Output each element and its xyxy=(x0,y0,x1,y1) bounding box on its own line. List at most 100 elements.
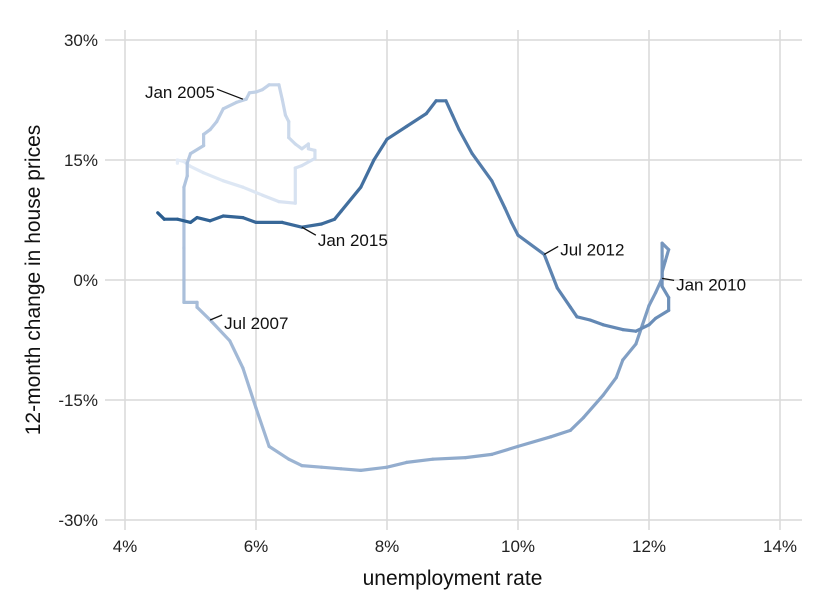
annotation-label: Jan 2005 xyxy=(145,83,215,102)
line-segment xyxy=(516,435,553,448)
line-segment xyxy=(185,152,193,165)
annotations: Jan 2005 Jul 2007 Jan 2010 Jul 2012 Jan 2015 xyxy=(145,83,746,333)
line-segment xyxy=(614,358,625,380)
line-segment xyxy=(195,216,212,223)
line-segment xyxy=(188,164,206,175)
line-segment xyxy=(542,252,559,290)
y-axis-label: 12-month change in house prices xyxy=(22,125,45,436)
annotation-leader-line xyxy=(209,314,223,321)
line-segment xyxy=(385,460,409,469)
line-segment xyxy=(490,179,507,210)
line-segment xyxy=(287,457,304,468)
annotation-leader-line xyxy=(301,226,317,236)
annotation-label: Jan 2010 xyxy=(676,275,746,294)
y-tick-label: -15% xyxy=(58,391,98,410)
line-segment xyxy=(182,174,189,189)
x-tick-label: 4% xyxy=(113,537,138,556)
line-segment xyxy=(234,97,248,105)
annotation-label: Jan 2015 xyxy=(318,231,388,250)
line-segment xyxy=(300,222,324,229)
line-segment xyxy=(621,342,638,362)
line-segment xyxy=(431,456,468,461)
line-segment xyxy=(444,99,455,117)
grid-lines xyxy=(105,30,802,530)
line-segment xyxy=(450,113,461,132)
line-segment xyxy=(221,100,238,111)
line-segment xyxy=(634,323,651,333)
line-segment xyxy=(568,416,586,432)
line-segment xyxy=(339,467,363,472)
x-axis-label: unemployment rate xyxy=(363,567,543,590)
line-segment xyxy=(202,171,225,183)
line-segment xyxy=(457,128,474,156)
line-segment xyxy=(663,248,671,263)
line-segment xyxy=(241,366,258,410)
line-segment xyxy=(516,233,546,256)
annotation-leader-line xyxy=(661,277,675,282)
line-segment xyxy=(221,214,245,220)
line-segment xyxy=(359,465,389,472)
annotation-leader-line xyxy=(216,88,244,100)
line-segment xyxy=(405,457,435,464)
line-segment xyxy=(601,323,625,332)
line-segment xyxy=(588,318,605,327)
line-segment xyxy=(568,305,579,319)
line-segment xyxy=(319,465,343,471)
line-segment xyxy=(339,185,363,213)
line-segment xyxy=(221,179,245,189)
annotation-leader-line xyxy=(543,245,559,255)
line-segment xyxy=(267,444,291,461)
line-segment xyxy=(640,304,651,327)
line-segment xyxy=(359,158,376,189)
line-segment xyxy=(188,144,206,156)
line-segment xyxy=(503,206,514,224)
line-segment xyxy=(319,217,337,226)
line-segment xyxy=(660,259,667,274)
line-segment xyxy=(195,305,212,322)
y-tick-label: 0% xyxy=(73,271,98,290)
x-tick-label: 10% xyxy=(501,537,535,556)
line-segment xyxy=(280,220,304,229)
line-segment xyxy=(208,119,219,132)
x-tick-label: 14% xyxy=(763,537,797,556)
line-segment xyxy=(385,124,409,141)
x-tick-label: 6% xyxy=(244,537,269,556)
line-segment xyxy=(601,376,618,397)
annotation-label: Jul 2012 xyxy=(560,240,624,259)
line-segment xyxy=(215,107,225,124)
line-segment xyxy=(372,137,389,162)
line-segment xyxy=(277,83,284,101)
annotation-label: Jul 2007 xyxy=(224,314,288,333)
line-segment xyxy=(660,284,671,300)
line-segment xyxy=(175,217,193,224)
line-segment xyxy=(470,152,494,183)
line-segment xyxy=(228,339,245,370)
x-tick-label: 12% xyxy=(632,537,666,556)
data-line xyxy=(156,83,671,472)
line-segment xyxy=(575,315,592,322)
line-segment xyxy=(156,211,166,221)
line-segment xyxy=(277,200,297,205)
line-segment xyxy=(647,291,658,308)
line-segment xyxy=(581,393,605,420)
line-segment xyxy=(490,444,520,456)
line-segment xyxy=(260,193,281,204)
y-tick-label: 30% xyxy=(64,31,98,50)
line-segment xyxy=(509,220,520,237)
x-tick-label: 8% xyxy=(375,537,400,556)
line-segment xyxy=(254,406,271,448)
line-segment xyxy=(300,156,317,168)
line-segment xyxy=(549,428,573,439)
line-segment xyxy=(241,185,265,197)
line-segment xyxy=(208,214,225,223)
line-segment xyxy=(300,464,324,469)
line-segment xyxy=(464,452,494,460)
line-segment xyxy=(208,318,232,343)
line-segment xyxy=(333,209,343,221)
line-segment xyxy=(241,216,258,224)
line-segment xyxy=(280,97,288,117)
line-segment xyxy=(555,286,573,309)
line-segment xyxy=(405,111,428,129)
tick-labels: 4% 6% 8% 10% 12% 14% 30% 15% 0% -15% -30% xyxy=(58,31,797,556)
